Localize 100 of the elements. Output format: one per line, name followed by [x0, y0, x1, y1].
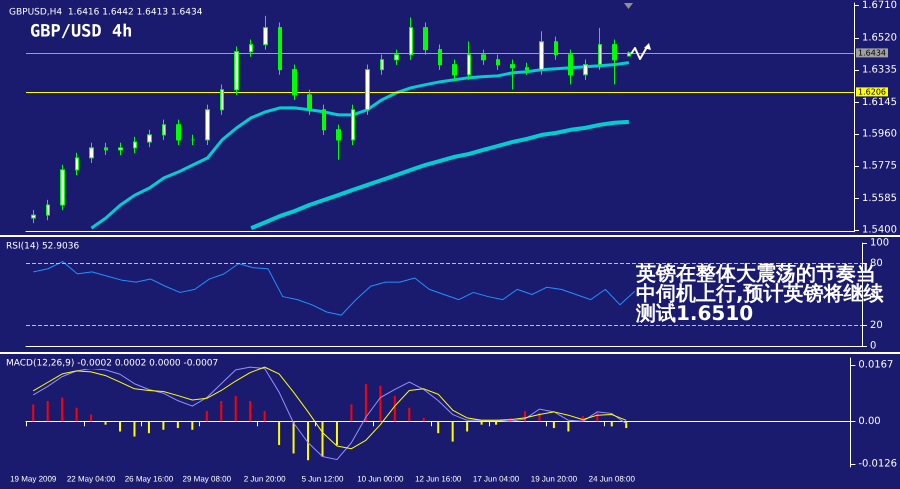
y-tick-label: 1.5960 — [862, 128, 898, 140]
candlestick — [598, 27, 602, 70]
line-series — [249, 120, 631, 230]
y-tick-label: 0 — [870, 340, 876, 352]
candlestick — [423, 22, 428, 56]
y-tick-label: 1.6520 — [862, 32, 898, 44]
bar — [206, 411, 208, 422]
x-tick-label: 19 Jun 20:00 — [530, 474, 578, 484]
ref-line-label: 1.6206 — [858, 87, 886, 96]
line-series — [90, 61, 630, 230]
candlestick — [176, 119, 181, 146]
bar — [191, 421, 194, 430]
y-tick-label: 1.6710 — [862, 0, 898, 12]
y-tick-label: 0.0167 — [858, 359, 894, 370]
candlestick — [394, 49, 399, 66]
candlestick — [481, 49, 486, 66]
x-tick-label: 22 May 04:00 — [66, 474, 116, 484]
bar — [552, 421, 555, 428]
candlestick — [525, 62, 529, 76]
bar — [234, 396, 237, 422]
candlestick — [205, 104, 210, 146]
candlestick — [438, 44, 442, 70]
candlestick — [133, 136, 137, 154]
x-tick-label: 24 Jun 08:00 — [588, 474, 636, 484]
bar — [264, 411, 266, 422]
bar — [292, 421, 295, 454]
bar — [364, 384, 367, 422]
bar — [422, 418, 425, 422]
x-tick-label: 2 Jun 20:00 — [244, 474, 286, 484]
x-tick-label: 29 May 08:00 — [182, 474, 232, 484]
candlestick — [249, 38, 253, 58]
bar — [220, 400, 222, 422]
candlestick — [46, 199, 50, 221]
bar — [133, 421, 136, 437]
y-tick-label: 100 — [870, 238, 890, 248]
candlestick — [220, 84, 224, 116]
y-tick-label: 1.6145 — [862, 96, 898, 108]
candlestick — [452, 59, 457, 82]
candlestick — [118, 142, 123, 156]
candlestick — [234, 46, 239, 96]
x-tick-label: 19 May 2009 — [10, 474, 57, 484]
x-tick-label: 26 May 16:00 — [124, 474, 174, 484]
y-tick-label: 1.5400 — [862, 224, 898, 236]
candlestick — [467, 41, 471, 80]
candlestick — [380, 54, 384, 76]
bar — [32, 404, 34, 422]
candlestick — [278, 22, 282, 76]
candlestick — [583, 59, 588, 80]
y-tick-label: 1.5585 — [862, 192, 898, 204]
bar — [567, 421, 570, 432]
bar — [278, 421, 280, 445]
y-tick-label: 20 — [870, 320, 883, 331]
bar — [61, 398, 64, 422]
ref-line-label: 1.6434 — [858, 48, 886, 58]
y-tick-label: 1.5775 — [862, 160, 898, 172]
candlestick — [409, 17, 413, 60]
x-tick-label: 17 Jun 04:00 — [472, 474, 520, 484]
bar — [119, 421, 122, 432]
candlestick — [539, 30, 544, 76]
candlestick — [627, 50, 631, 57]
candlestick — [75, 152, 79, 176]
bar — [408, 408, 410, 422]
bar — [249, 400, 252, 422]
y-tick-label: 0.00 — [858, 416, 881, 427]
y-tick-label: -0.0126 — [858, 458, 898, 470]
candlestick — [336, 124, 341, 160]
y-tick-label: 1.6335 — [862, 64, 898, 76]
text: GBP/USD 4h — [30, 22, 132, 42]
bar — [90, 414, 92, 422]
bar — [394, 396, 396, 422]
candlestick — [147, 129, 152, 148]
x-tick-label: 5 Jun 12:00 — [302, 474, 344, 484]
bar — [452, 421, 454, 442]
x-tick-label: 10 Jun 00:00 — [357, 474, 404, 484]
candlestick — [554, 36, 558, 60]
bar — [437, 421, 440, 434]
candlestick — [496, 54, 500, 70]
candlestick — [612, 38, 617, 85]
chart-title: RSI(14) 52.9036 — [6, 242, 80, 252]
candlestick — [89, 142, 94, 164]
candlestick — [263, 15, 268, 50]
bar — [350, 404, 352, 422]
candlestick — [292, 64, 297, 100]
bar — [162, 421, 164, 430]
x-tick-label: 12 Jun 16:00 — [415, 474, 462, 484]
bar — [336, 421, 338, 445]
candlestick — [351, 104, 355, 146]
candlestick — [162, 119, 166, 141]
bar — [176, 421, 179, 428]
bar — [379, 386, 382, 422]
bar — [307, 421, 310, 460]
candlestick — [191, 134, 195, 146]
candlestick — [322, 104, 326, 136]
candlestick — [568, 49, 573, 85]
bar — [610, 421, 613, 426]
candlestick — [60, 164, 65, 211]
candlestick — [510, 59, 515, 90]
candlestick — [31, 209, 36, 224]
bar — [466, 421, 468, 432]
candlestick — [365, 64, 370, 116]
